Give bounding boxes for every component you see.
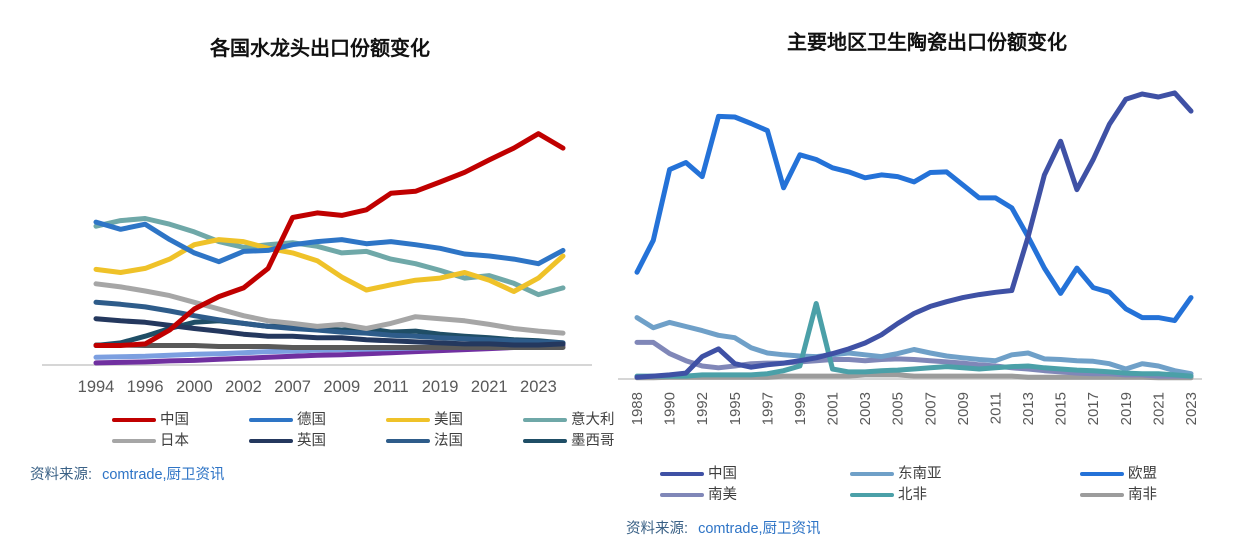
x-tick-label: 2015 xyxy=(1053,392,1070,425)
series-line-法国 xyxy=(93,299,566,346)
legend-label: 日本 xyxy=(160,433,189,449)
x-tick-label: 1988 xyxy=(629,392,646,425)
x-tick-label: 2009 xyxy=(955,392,972,425)
x-tick-label: 2001 xyxy=(825,392,842,425)
ceramics-chart-canvas: 1988 1990 1992 1995 1997 1999 2001 2003 2005 2007… xyxy=(618,90,1202,425)
legend-item-法国: 法国 xyxy=(386,433,523,449)
source-value: comtrade,厨卫资讯 xyxy=(102,467,225,483)
x-tick-label: 2013 xyxy=(1020,392,1037,425)
legend-label: 南美 xyxy=(708,487,737,503)
x-tick-label: 2000 xyxy=(176,378,213,396)
chart-panel-faucet: 各国水龙头出口份额变化 1994 1996 2000 2002 2007 2009 2011… xyxy=(30,0,615,547)
series-line-日本 xyxy=(93,281,566,336)
x-tick-label: 2017 xyxy=(1085,392,1102,425)
x-tick-label: 2007 xyxy=(274,378,311,396)
legend-marker xyxy=(523,439,567,443)
source-label: 资料来源: xyxy=(30,467,93,483)
legend-item-中国: 中国 xyxy=(660,466,850,482)
series-line-中国 xyxy=(634,90,1194,380)
legend-label: 法国 xyxy=(434,433,463,449)
x-tick-label: 2005 xyxy=(890,392,907,425)
legend-item-南非: 南非 xyxy=(1080,487,1242,503)
legend-label: 德国 xyxy=(297,412,326,428)
legend-item-德国: 德国 xyxy=(249,412,386,428)
series-line-美国 xyxy=(93,237,566,294)
series-line-欧盟 xyxy=(634,113,1194,324)
chart-panel-ceramics: 主要地区卫生陶瓷出口份额变化 1988 1990 1992 1995 1997 1999 2… xyxy=(612,0,1242,547)
legend-label: 东南亚 xyxy=(898,466,942,482)
source-note-ceramics: 资料来源: comtrade,厨卫资讯 xyxy=(626,517,1242,538)
legend-item-南美: 南美 xyxy=(660,487,850,503)
x-tick-label: 2021 xyxy=(1150,392,1167,425)
legend-marker xyxy=(850,472,894,476)
series-line-南美 xyxy=(634,339,1194,379)
legend-label: 墨西哥 xyxy=(571,433,615,449)
legend-item-美国: 美国 xyxy=(386,412,523,428)
series-line-中国 xyxy=(93,131,566,348)
x-tick-label: 2023 xyxy=(1183,392,1200,425)
source-note-faucet: 资料来源: comtrade,厨卫资讯 xyxy=(30,463,610,484)
legend-item-日本: 日本 xyxy=(112,433,249,449)
legend-item-中国: 中国 xyxy=(112,412,249,428)
x-tick-label: 1999 xyxy=(792,392,809,425)
legend-marker xyxy=(249,418,293,422)
x-tick-label: 2009 xyxy=(323,378,360,396)
x-tick-label: 2002 xyxy=(225,378,262,396)
legend-label: 中国 xyxy=(708,466,737,482)
legend-item-东南亚: 东南亚 xyxy=(850,466,1080,482)
x-tick-label: 1992 xyxy=(694,392,711,425)
x-tick-label: 1997 xyxy=(759,392,776,425)
line-chart-faucet: 1994 1996 2000 2002 2007 2009 2011 2019 2021 2023 xyxy=(30,60,610,406)
legend-marker xyxy=(386,418,430,422)
line-chart-ceramics: 1988 1990 1992 1995 1997 1999 2001 2003 2005 2007… xyxy=(612,54,1242,446)
x-tick-label: 2007 xyxy=(922,392,939,425)
legend-faucet: 中国 德国 美国 意大利日本 英国 法国 墨西哥 xyxy=(112,412,615,449)
legend-marker xyxy=(386,439,430,443)
legend-label: 意大利 xyxy=(571,412,615,428)
legend-item-意大利: 意大利 xyxy=(523,412,660,428)
legend-label: 南非 xyxy=(1128,487,1157,503)
source-value: comtrade,厨卫资讯 xyxy=(698,521,821,537)
series-line-意大利 xyxy=(93,216,566,298)
legend-ceramics: 中国 东南亚 欧盟南美 北非 南非 xyxy=(660,466,1242,503)
legend-marker xyxy=(1080,493,1124,497)
series-line-北非 xyxy=(634,301,1194,379)
legend-label: 英国 xyxy=(297,433,326,449)
series-line-德国 xyxy=(93,219,566,267)
legend-item-北非: 北非 xyxy=(850,487,1080,503)
x-tick-label: 1995 xyxy=(727,392,744,425)
faucet-chart-canvas: 1994 1996 2000 2002 2007 2009 2011 2019 2021 2023 xyxy=(42,131,592,396)
x-tick-label: 2021 xyxy=(471,378,508,396)
legend-label: 北非 xyxy=(898,487,927,503)
x-tick-label: 2019 xyxy=(1118,392,1135,425)
x-tick-label: 2023 xyxy=(520,378,557,396)
x-tick-label: 1990 xyxy=(662,392,679,425)
x-tick-label: 2011 xyxy=(987,392,1004,424)
legend-marker xyxy=(112,439,156,443)
legend-marker xyxy=(660,493,704,497)
series-line-东南亚 xyxy=(634,315,1194,377)
legend-item-英国: 英国 xyxy=(249,433,386,449)
x-tick-label: 2003 xyxy=(857,392,874,425)
legend-marker xyxy=(660,472,704,476)
chart-title-faucet: 各国水龙头出口份额变化 xyxy=(210,38,430,60)
x-tick-label: 1994 xyxy=(78,378,115,396)
series-line-unlabeled-dark-gray xyxy=(93,342,566,350)
legend-label: 中国 xyxy=(160,412,189,428)
source-label: 资料来源: xyxy=(626,521,689,537)
legend-item-欧盟: 欧盟 xyxy=(1080,466,1242,482)
legend-label: 欧盟 xyxy=(1128,466,1157,482)
legend-marker xyxy=(112,418,156,422)
legend-marker xyxy=(523,418,567,422)
legend-marker xyxy=(1080,472,1124,476)
legend-marker xyxy=(850,493,894,497)
chart-title-ceramics: 主要地区卫生陶瓷出口份额变化 xyxy=(787,32,1067,54)
x-tick-label: 2011 xyxy=(373,378,408,396)
legend-marker xyxy=(249,439,293,443)
x-tick-label: 1996 xyxy=(127,378,164,396)
x-tick-label: 2019 xyxy=(422,378,459,396)
legend-item-墨西哥: 墨西哥 xyxy=(523,433,660,449)
legend-label: 美国 xyxy=(434,412,463,428)
